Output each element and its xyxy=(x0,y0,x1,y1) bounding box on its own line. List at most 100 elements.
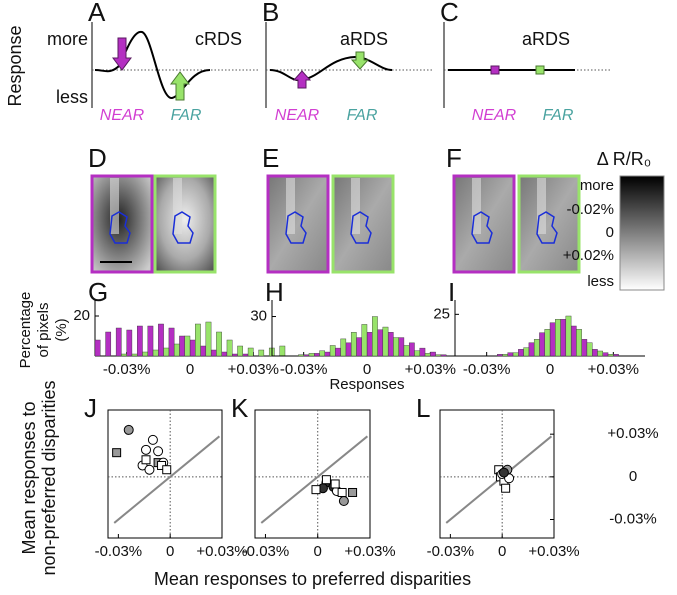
image-frame xyxy=(153,174,217,274)
bar xyxy=(440,354,447,357)
image-stripe xyxy=(351,178,360,234)
panel-a: A cRDS NEAR FAR xyxy=(88,0,258,124)
image-frame xyxy=(517,174,581,274)
panel-title: aRDS xyxy=(340,29,388,49)
point xyxy=(337,487,347,497)
image-stripe xyxy=(286,178,295,234)
bar xyxy=(131,353,138,357)
near-label: NEAR xyxy=(472,107,517,124)
bar xyxy=(435,354,442,357)
bar xyxy=(497,354,503,357)
panel-b: B aRDS NEAR FAR xyxy=(262,0,432,124)
point xyxy=(321,475,331,485)
y-axis-label: non-preferred disparities xyxy=(39,380,59,575)
point xyxy=(141,444,151,455)
image xyxy=(454,176,514,272)
far-arrow xyxy=(350,51,370,70)
bar xyxy=(335,347,341,357)
identity-line xyxy=(260,435,369,524)
bar xyxy=(319,350,325,357)
x-tick-label: -0.03% xyxy=(280,361,328,378)
bar xyxy=(356,337,362,357)
panel-letter: B xyxy=(262,0,279,27)
point xyxy=(141,455,151,465)
point xyxy=(112,448,122,458)
bar xyxy=(279,345,286,357)
near-label: NEAR xyxy=(275,107,320,124)
y-axis-label: Mean responses to xyxy=(19,401,39,554)
plot-frame xyxy=(107,409,223,539)
x-tick-label: +0.03% xyxy=(344,543,395,560)
bar xyxy=(121,353,127,357)
y-axis-label: Response xyxy=(5,25,25,106)
panel-title: aRDS xyxy=(522,29,570,49)
bar xyxy=(200,345,207,357)
far-label: FAR xyxy=(543,107,574,124)
bar xyxy=(570,325,577,357)
bar xyxy=(152,349,159,357)
near-marker xyxy=(490,65,500,75)
image-stripe xyxy=(472,178,481,234)
bar xyxy=(565,315,572,357)
roi-outline xyxy=(285,211,307,244)
panel-letter: K xyxy=(231,393,249,423)
point xyxy=(153,446,164,457)
bar xyxy=(372,316,378,357)
x-tick-label: 0 xyxy=(166,543,174,560)
x-tick-label: +0.03% xyxy=(228,361,279,378)
near-arrow xyxy=(292,70,312,89)
bar xyxy=(393,337,399,357)
bar xyxy=(237,345,243,357)
bar xyxy=(189,339,196,357)
colorbar: Δ R/R₀ more -0.02% 0 +0.02% less xyxy=(563,149,665,291)
near-label: NEAR xyxy=(100,107,145,124)
bar xyxy=(345,342,352,357)
bar xyxy=(340,338,347,357)
panel-letter: L xyxy=(416,393,430,423)
colorbar-label: +0.02% xyxy=(563,247,614,264)
bar xyxy=(115,327,122,357)
x-tick-label: -0.03% xyxy=(95,543,143,560)
x-tick-label: 0 xyxy=(314,543,322,560)
image-frame xyxy=(452,174,516,274)
far-arrow xyxy=(170,71,190,101)
point xyxy=(501,483,511,493)
x-tick-label: +0.03% xyxy=(588,361,639,378)
image-stripe xyxy=(110,178,119,234)
panel-letter: E xyxy=(262,143,279,173)
bar xyxy=(147,325,154,357)
bar xyxy=(221,351,228,357)
bar xyxy=(403,345,410,357)
colorbar-label: less xyxy=(587,273,614,290)
point xyxy=(123,424,134,435)
bar xyxy=(555,319,561,357)
tuning-curve xyxy=(94,30,211,99)
bar xyxy=(163,347,170,357)
colorbar-label: 0 xyxy=(606,224,614,241)
bar xyxy=(586,342,593,357)
bar xyxy=(544,329,551,357)
image xyxy=(92,176,152,272)
bar xyxy=(232,353,238,357)
less-label: less xyxy=(56,87,88,107)
panel-letter: H xyxy=(265,277,284,307)
x-tick-label: -0.03% xyxy=(103,361,151,378)
bar xyxy=(361,324,368,357)
image-frame xyxy=(331,174,395,274)
bar xyxy=(533,339,540,357)
bar xyxy=(419,347,426,357)
bar xyxy=(398,337,405,357)
image xyxy=(268,176,328,272)
bar xyxy=(184,335,191,357)
bar xyxy=(581,339,588,357)
roi-outline xyxy=(109,211,131,244)
point xyxy=(348,487,358,497)
bar xyxy=(430,351,436,357)
bar xyxy=(298,354,304,357)
point xyxy=(162,465,172,475)
bar xyxy=(126,329,133,357)
bar xyxy=(424,353,431,357)
far-label: FAR xyxy=(347,107,378,124)
bar xyxy=(105,331,112,357)
bar xyxy=(592,349,598,357)
